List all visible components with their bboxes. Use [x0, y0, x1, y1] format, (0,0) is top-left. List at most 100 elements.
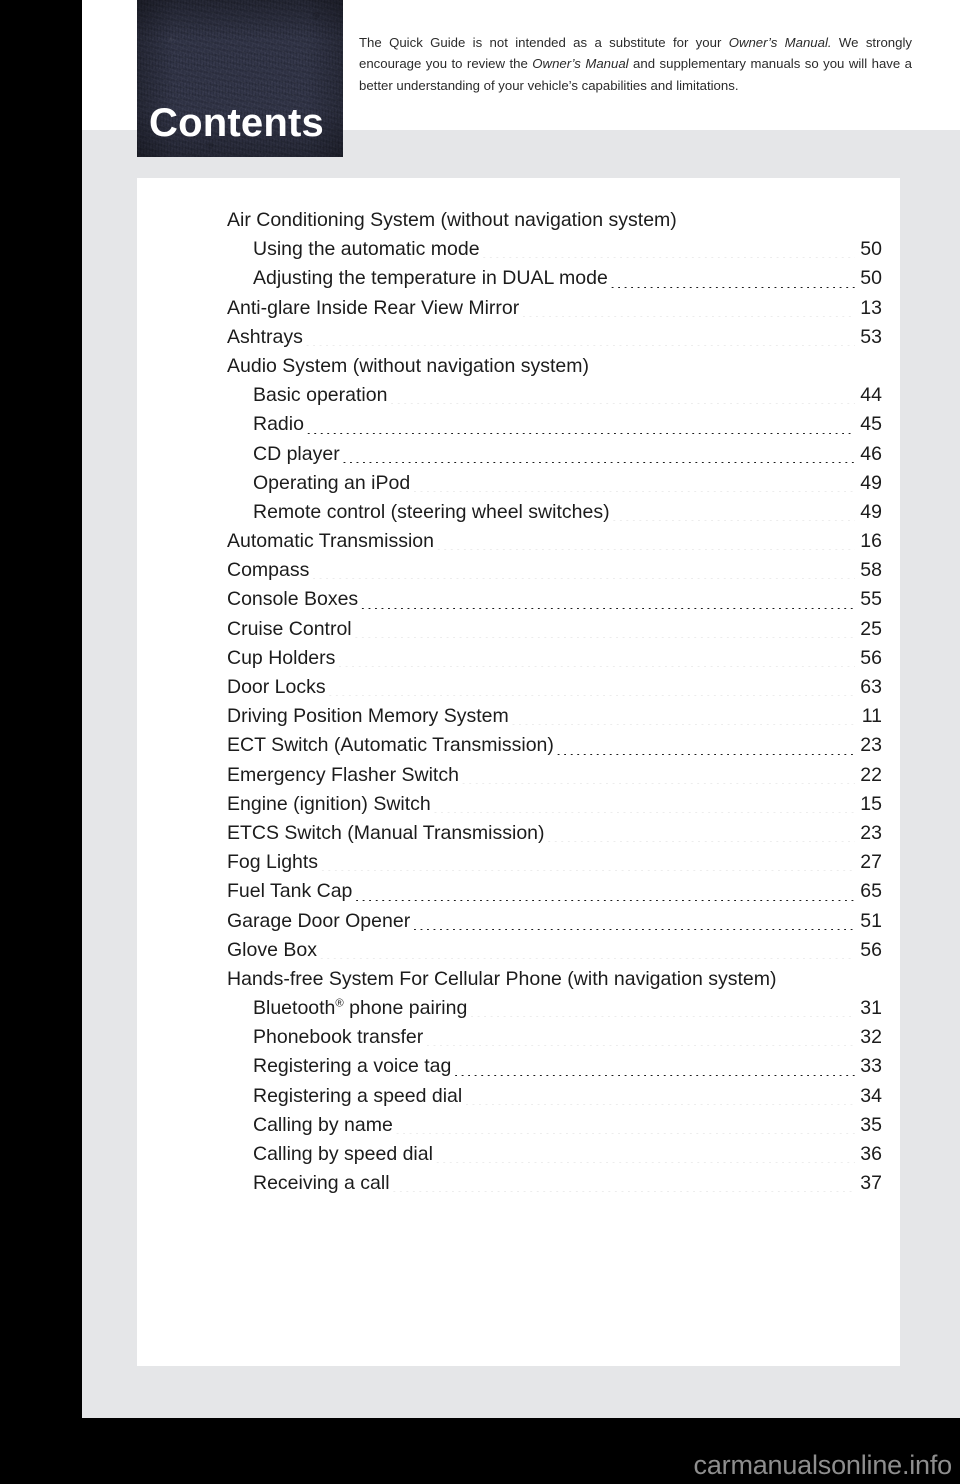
toc-subentry[interactable]: CD player 46	[227, 440, 882, 469]
toc-entry-label: Audio System (without navigation system)	[227, 354, 589, 377]
toc-entry[interactable]: Engine (ignition) Switch 15	[227, 790, 882, 819]
toc-dot-leader	[392, 1191, 855, 1192]
tab-vignette	[137, 0, 343, 157]
toc-entry-label: Cruise Control	[227, 617, 352, 640]
toc-dot-leader	[412, 929, 855, 930]
toc-entry[interactable]: Fog Lights 27	[227, 848, 882, 877]
toc-page-number: 35	[860, 1113, 882, 1136]
toc-subentry[interactable]: Calling by name 35	[227, 1111, 882, 1140]
toc-entry-label: Operating an iPod	[253, 471, 411, 494]
toc-dot-leader	[412, 491, 855, 492]
toc-dot-leader	[342, 462, 855, 463]
toc-dot-leader	[778, 987, 855, 988]
toc-page-number: 49	[860, 471, 882, 494]
toc-page-number: 34	[860, 1084, 882, 1107]
toc-dot-leader	[305, 345, 855, 346]
toc-dot-leader	[395, 1133, 855, 1134]
toc-page-number: 23	[860, 734, 882, 757]
toc-page-number: 16	[860, 530, 882, 553]
toc-entry-label: Door Locks	[227, 676, 326, 698]
toc-entry[interactable]: Air Conditioning System (without navigat…	[227, 206, 882, 235]
toc-entry-label: Calling by name	[253, 1113, 393, 1136]
toc-entry[interactable]: Automatic Transmission 16	[227, 527, 882, 556]
toc-subentry[interactable]: Radio 45	[227, 410, 882, 439]
toc-entry[interactable]: Fuel Tank Cap 65	[227, 877, 882, 906]
toc-entry-label: Ashtrays	[227, 325, 303, 348]
toc-dot-leader	[320, 870, 855, 871]
toc-entry[interactable]: ECT Switch (Automatic Transmission) 23	[227, 731, 882, 760]
toc-subentry[interactable]: Calling by speed dial 36	[227, 1140, 882, 1169]
toc-entry[interactable]: ETCS Switch (Manual Transmission) 23	[227, 819, 882, 848]
toc-entry-label: Cup Holders	[227, 646, 336, 669]
toc-dot-leader	[319, 958, 855, 959]
toc-entry[interactable]: Anti-glare Inside Rear View Mirror 13	[227, 294, 882, 323]
toc-dot-leader	[360, 608, 855, 609]
intro-text-run: and supplementary manuals so you will ha…	[359, 56, 912, 93]
toc-page-number: 31	[860, 997, 882, 1020]
toc-page-number: 50	[860, 238, 882, 261]
toc-dot-leader	[547, 841, 855, 842]
toc-entry-label: Garage Door Opener	[227, 909, 411, 932]
toc-panel: Air Conditioning System (without navigat…	[137, 178, 900, 1366]
toc-subentry[interactable]: Adjusting the temperature in DUAL mode 50	[227, 264, 882, 293]
toc-page-number: 11	[861, 705, 882, 728]
toc-subentry[interactable]: Basic operation 44	[227, 381, 882, 410]
toc-subentry[interactable]: Operating an iPod 49	[227, 469, 882, 498]
footer-watermark-bar: carmanualsonline.info	[0, 1418, 960, 1484]
toc-dot-leader	[435, 1162, 855, 1163]
toc-entry[interactable]: Compass 58	[227, 556, 882, 585]
toc-entry-label: Registering a voice tag	[253, 1055, 452, 1078]
toc-page-number: 13	[860, 296, 882, 319]
toc-entry[interactable]: Cruise Control 25	[227, 615, 882, 644]
toc-entry[interactable]: Hands-free System For Cellular Phone (wi…	[227, 965, 882, 994]
toc-entry-label: Phonebook transfer	[253, 1026, 424, 1049]
toc-page-number: 23	[860, 821, 882, 844]
toc-dot-leader	[311, 578, 855, 579]
toc-entry[interactable]: Audio System (without navigation system)	[227, 352, 882, 381]
toc-entry-label: Adjusting the temperature in DUAL mode	[253, 267, 608, 290]
toc-entry-label: Calling by speed dial	[253, 1143, 433, 1165]
toc-entry-label: Receiving a call	[253, 1172, 390, 1195]
toc-page-number: 44	[860, 384, 882, 407]
toc-entry[interactable]: Glove Box 56	[227, 936, 882, 965]
toc-dot-leader	[389, 403, 855, 404]
toc-subentry[interactable]: Remote control (steering wheel switches)…	[227, 498, 882, 527]
toc-entry-label-tail: phone pairing	[343, 997, 468, 1020]
toc-entry-label: Anti-glare Inside Rear View Mirror	[227, 296, 520, 319]
toc-subentry[interactable]: Registering a speed dial 34	[227, 1082, 882, 1111]
toc-dot-leader	[337, 666, 855, 667]
toc-entry-label: ECT Switch (Automatic Transmission)	[227, 734, 554, 757]
toc-subentry[interactable]: Bluetooth® phone pairing 31	[227, 994, 882, 1023]
toc-dot-leader	[591, 374, 855, 375]
toc-subentry[interactable]: Using the automatic mode 50	[227, 235, 882, 264]
toc-entry-label: ETCS Switch (Manual Transmission)	[227, 821, 545, 844]
toc-entry[interactable]: Ashtrays 53	[227, 323, 882, 352]
toc-entry[interactable]: Emergency Flasher Switch 22	[227, 761, 882, 790]
toc-dot-leader	[464, 1104, 855, 1105]
intro-paragraph: The Quick Guide is not intended as a sub…	[359, 32, 912, 96]
toc-dot-leader	[482, 257, 855, 258]
toc-page-number: 15	[860, 792, 882, 815]
toc-entry[interactable]: Driving Position Memory System 11	[227, 702, 882, 731]
intro-text-run: We strongly encourage you to review the	[359, 35, 912, 72]
toc-entry-label: Engine (ignition) Switch	[227, 792, 431, 815]
toc-dot-leader	[521, 316, 855, 317]
toc-page-number: 25	[860, 617, 882, 640]
toc-dot-leader	[511, 724, 855, 725]
toc-subentry[interactable]: Phonebook transfer 32	[227, 1023, 882, 1052]
toc-entry-label: CD player	[253, 442, 340, 465]
toc-entry[interactable]: Door Locks 63	[227, 673, 882, 702]
toc-entry[interactable]: Garage Door Opener 51	[227, 907, 882, 936]
toc-entry-label: Using the automatic mode	[253, 238, 480, 261]
toc-entry-label: Fog Lights	[227, 851, 319, 874]
toc-dot-leader	[354, 900, 855, 901]
toc-page-number: 22	[860, 763, 882, 786]
toc-subentry[interactable]: Receiving a call 37	[227, 1169, 882, 1198]
toc-entry[interactable]: Console Boxes 55	[227, 585, 882, 614]
toc-entry[interactable]: Cup Holders 56	[227, 644, 882, 673]
toc-entry-label: Automatic Transmission	[227, 530, 434, 553]
toc-subentry[interactable]: Registering a voice tag 33	[227, 1052, 882, 1081]
toc-page-number: 49	[860, 500, 882, 523]
toc-dot-leader	[436, 549, 855, 550]
contents-tab: Contents	[137, 0, 343, 157]
